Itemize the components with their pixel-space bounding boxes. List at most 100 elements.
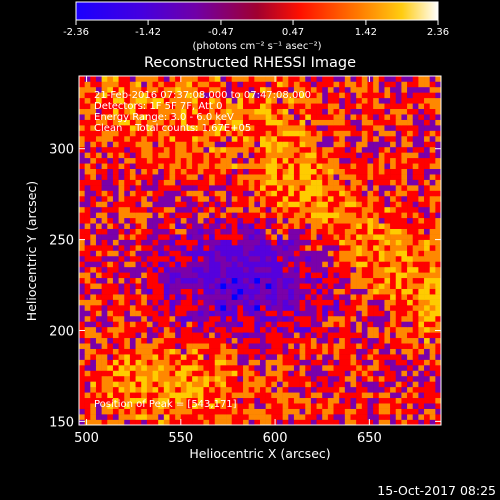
heatmap-cell: [129, 81, 136, 88]
heatmap-cell: [209, 266, 216, 273]
heatmap-cell: [265, 283, 272, 289]
heatmap-cell: [378, 217, 385, 224]
heatmap-cell: [124, 114, 131, 120]
heatmap-cell: [265, 130, 272, 137]
heatmap-cell: [407, 135, 414, 142]
heatmap-cell: [186, 157, 193, 164]
heatmap-cell: [101, 92, 108, 99]
heatmap-cell: [158, 201, 165, 208]
heatmap-cell: [339, 310, 346, 317]
heatmap-cell: [293, 146, 300, 153]
heatmap-cell: [197, 294, 204, 300]
heatmap-cell: [293, 239, 300, 246]
heatmap-cell: [124, 206, 131, 213]
heatmap-cell: [192, 315, 199, 322]
heatmap-cell: [333, 97, 340, 104]
heatmap-cell: [356, 174, 363, 180]
heatmap-cell: [135, 146, 142, 153]
heatmap-cell: [299, 239, 306, 246]
heatmap-cell: [424, 179, 430, 186]
heatmap-cell: [316, 370, 323, 377]
heatmap-cell: [152, 86, 159, 93]
heatmap-cell: [299, 266, 306, 273]
heatmap-cell: [107, 223, 114, 229]
heatmap-cell: [401, 403, 408, 409]
heatmap-cell: [90, 337, 97, 344]
heatmap-cell: [220, 375, 227, 382]
heatmap-cell: [163, 348, 170, 355]
heatmap-cell: [112, 419, 119, 425]
heatmap-cell: [395, 234, 402, 240]
heatmap-cell: [101, 359, 108, 366]
heatmap-cell: [248, 212, 255, 219]
heatmap-cell: [378, 130, 385, 137]
heatmap-cell: [248, 375, 255, 382]
heatmap-cell: [220, 114, 227, 120]
heatmap-cell: [288, 179, 295, 186]
heatmap-cell: [124, 381, 131, 388]
heatmap-cell: [282, 239, 289, 246]
heatmap-cell: [361, 141, 368, 148]
heatmap-cell: [418, 245, 425, 251]
heatmap-cell: [237, 86, 244, 93]
heatmap-cell: [322, 332, 329, 339]
heatmap-cell: [254, 179, 261, 186]
heatmap-cell: [356, 343, 363, 349]
heatmap-cell: [214, 255, 221, 262]
heatmap-cell: [95, 370, 102, 377]
colorbar-tick-label: 1.42: [355, 27, 377, 38]
heatmap-cell: [107, 321, 114, 328]
heatmap-cell: [429, 305, 436, 311]
heatmap-cell: [260, 86, 266, 93]
heatmap-cell: [310, 310, 317, 317]
heatmap-cell: [293, 305, 300, 311]
heatmap-cell: [90, 168, 97, 175]
heatmap-cell: [424, 185, 430, 191]
heatmap-cell: [288, 365, 295, 371]
heatmap-cell: [424, 190, 430, 197]
heatmap-cell: [271, 354, 278, 360]
heatmap-cell: [390, 92, 397, 99]
heatmap-cell: [254, 403, 261, 409]
heatmap-cell: [90, 239, 97, 246]
heatmap-cell: [254, 168, 261, 175]
heatmap-cell: [418, 250, 425, 257]
heatmap-cell: [135, 185, 142, 191]
heatmap-cell: [356, 403, 363, 409]
heatmap-cell: [373, 206, 380, 213]
heatmap-cell: [276, 266, 283, 273]
heatmap-cell: [209, 337, 216, 344]
heatmap-cell: [276, 141, 283, 148]
heatmap-cell: [118, 152, 125, 159]
heatmap-cell: [152, 141, 159, 148]
heatmap-cell: [435, 283, 441, 289]
heatmap-cell: [373, 152, 380, 159]
heatmap-cell: [339, 403, 346, 409]
heatmap-cell: [186, 212, 193, 219]
heatmap-cell: [435, 310, 441, 317]
heatmap-cell: [90, 81, 97, 88]
heatmap-cell: [243, 234, 249, 240]
heatmap-cell: [350, 179, 357, 186]
heatmap-cell: [339, 305, 346, 311]
heatmap-cell: [418, 223, 425, 229]
heatmap-cell: [152, 103, 159, 110]
heatmap-cell: [429, 288, 436, 295]
heatmap-cell: [175, 381, 182, 388]
heatmap-cell: [435, 168, 441, 175]
heatmap-cell: [412, 212, 419, 219]
heatmap-cell: [175, 261, 182, 268]
heatmap-cell: [390, 168, 397, 175]
heatmap-cell: [378, 332, 385, 339]
heatmap-cell: [390, 370, 397, 377]
heatmap-cell: [293, 130, 300, 137]
heatmap-cell: [203, 343, 210, 349]
heatmap-cell: [197, 365, 204, 371]
heatmap-cell: [390, 310, 397, 317]
heatmap-cell: [395, 81, 402, 88]
heatmap-cell: [378, 212, 385, 219]
heatmap-cell: [180, 381, 187, 388]
heatmap-cell: [418, 195, 425, 202]
heatmap-cell: [175, 392, 182, 399]
